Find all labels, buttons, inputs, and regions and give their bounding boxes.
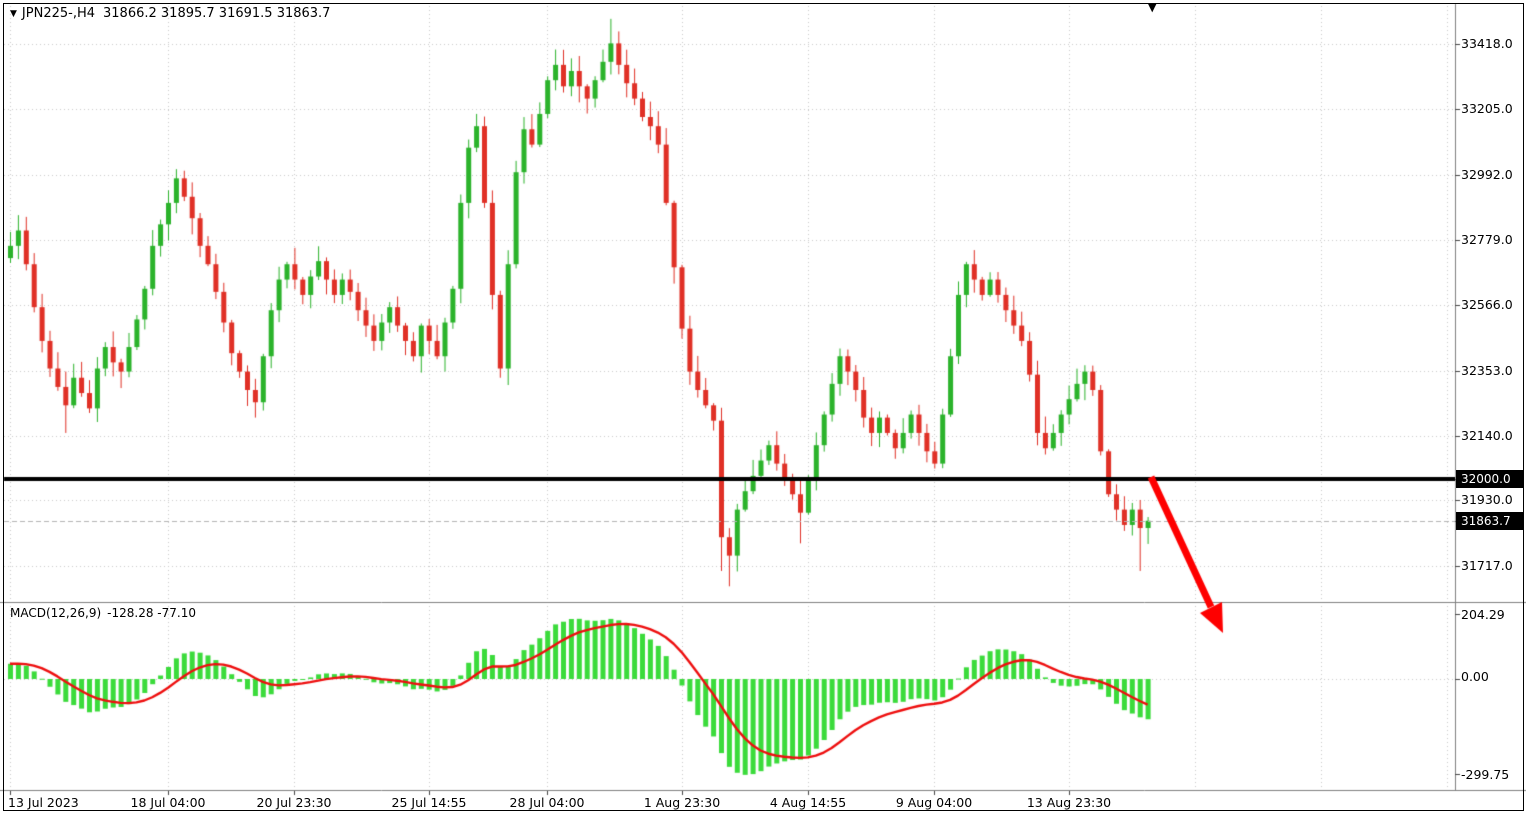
chart-shift-icon[interactable]: ▼ [1148,1,1157,14]
price-axis-label: 31930.0 [1461,492,1513,507]
time-axis-label: 20 Jul 23:30 [256,795,332,810]
time-axis-label: 1 Aug 23:30 [643,795,721,810]
macd-indicator-label: MACD(12,26,9) -128.28 -77.10 [10,606,202,620]
price-axis-label: 32992.0 [1461,167,1513,182]
price-axis-label: 32779.0 [1461,232,1513,247]
macd-axis-label: 204.29 [1461,607,1505,622]
price-axis-label: 33418.0 [1461,36,1513,51]
time-axis-label: 18 Jul 04:00 [130,795,206,810]
time-axis-label: 9 Aug 04:00 [895,795,973,810]
ohlc-values: 31866.2 31895.7 31691.5 31863.7 [103,6,331,21]
time-axis-label: 28 Jul 04:00 [509,795,585,810]
symbol-title: JPN225-,H4 [21,6,96,21]
time-axis-label: 4 Aug 14:55 [769,795,847,810]
time-axis-label: 13 Aug 23:30 [1026,795,1112,810]
price-line-tag: 32000.0 [1456,470,1524,488]
price-axis-label: 32353.0 [1461,363,1513,378]
chart-header: ▼ JPN225-,H4 31866.2 31895.7 31691.5 31863… [10,6,330,21]
price-axis-label: 32140.0 [1461,428,1513,443]
time-axis-label: 13 Jul 2023 [8,795,79,810]
macd-current-values: -128.28 -77.10 [107,606,196,620]
macd-name: MACD(12,26,9) [10,606,102,620]
price-axis-label: 32566.0 [1461,297,1513,312]
time-axis[interactable]: 13 Jul 2023 18 Jul 04:00 20 Jul 23:30 25… [0,792,1455,813]
bid-price-tag: 31863.7 [1456,512,1524,530]
macd-axis-label: 0.00 [1461,669,1489,684]
macd-axis-label: -299.75 [1461,767,1510,782]
time-axis-label: 25 Jul 14:55 [391,795,467,810]
symbol-dropdown-icon[interactable]: ▼ [10,9,17,19]
price-axis-label: 33205.0 [1461,101,1513,116]
price-axis-label: 31717.0 [1461,558,1513,573]
